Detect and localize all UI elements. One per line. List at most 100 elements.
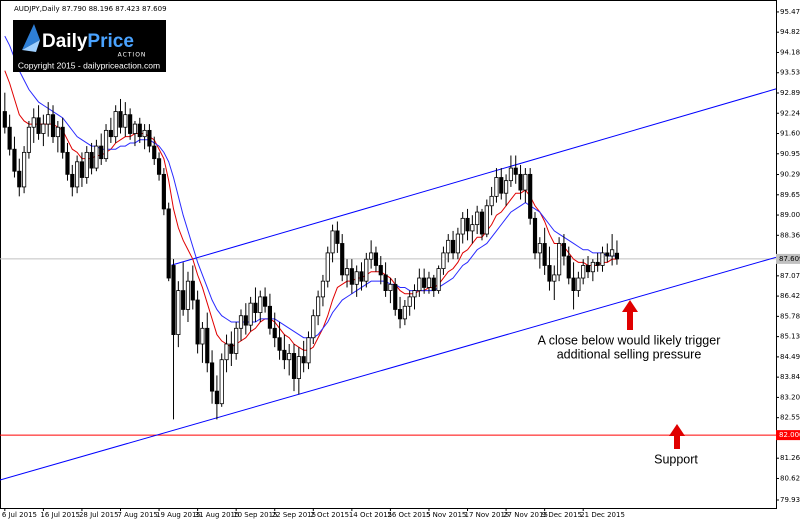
y-tick-label: 95.470 (780, 8, 800, 16)
candle-body (296, 356, 301, 379)
candle-body (2, 111, 7, 128)
candle-body (89, 151, 94, 169)
candle-body (248, 302, 253, 326)
candle-body (494, 177, 499, 197)
candle-body (359, 271, 364, 282)
x-tick-label: 27 Nov 2015 (503, 511, 548, 519)
annotation: additional selling pressure (557, 347, 702, 361)
y-tick-label: 87.070 (780, 272, 800, 280)
x-tick-label: 6 Jul 2015 (2, 511, 37, 519)
candle-body (306, 337, 311, 364)
candle-body (499, 177, 504, 194)
support-label: 82.000 (779, 431, 800, 439)
candle-body (224, 343, 229, 361)
y-tick-label: 79.935 (780, 496, 800, 504)
candle-body (523, 173, 528, 191)
candle-body (118, 111, 123, 128)
x-tick-label: 22 Sep 2015 (272, 511, 316, 519)
candle-body (316, 296, 321, 317)
logo-icon (22, 24, 40, 50)
candle-body (340, 243, 345, 276)
candle-body (219, 359, 224, 405)
candle-body (142, 129, 147, 138)
y-tick-label: 88.360 (780, 231, 800, 239)
candle-body (518, 173, 523, 191)
candle-body (614, 252, 620, 260)
candle-body (137, 123, 142, 138)
y-tick-label: 89.650 (780, 191, 800, 199)
candle-body (407, 296, 412, 307)
x-tick-label: 28 Jul 2015 (79, 511, 119, 519)
candle-body (547, 265, 552, 282)
y-tick-label: 80.620 (780, 474, 800, 482)
candle-body (253, 302, 258, 313)
candle-body (190, 280, 195, 301)
y-tick-label: 89.005 (780, 211, 800, 219)
candle-body (108, 129, 113, 138)
candle-body (397, 309, 403, 320)
candle-body (571, 277, 576, 291)
logo-box (13, 20, 166, 72)
candle-body (552, 274, 557, 282)
price-label: 87.609 (779, 255, 800, 263)
candle-body (479, 211, 485, 235)
candle-body (41, 123, 46, 134)
x-tick-label: 16 Jul 2015 (40, 511, 80, 519)
candle-body (465, 217, 470, 232)
x-tick-label: 31 Aug 2015 (195, 511, 240, 519)
candle-body (537, 243, 542, 254)
x-tick-label: 7 Aug 2015 (117, 511, 157, 519)
y-tick-label: 81.265 (780, 454, 800, 462)
candle-body (301, 356, 306, 364)
candle-body (364, 258, 369, 282)
support-label-box (776, 430, 800, 441)
candle-body (431, 277, 436, 291)
candle-body (330, 230, 335, 254)
candle-body (234, 327, 239, 354)
marks (0, 11, 779, 511)
candle-body (426, 277, 432, 288)
candle-body (402, 305, 407, 320)
candle-body (209, 362, 215, 392)
logo-word-2: Price (87, 31, 133, 52)
candle-body (576, 277, 581, 291)
candle-body (595, 261, 600, 266)
candle-body (605, 252, 610, 257)
price-label-box (776, 253, 800, 264)
candle-body (50, 114, 56, 138)
candle-body (171, 265, 176, 335)
candle-body (344, 268, 350, 276)
candle-body (373, 252, 379, 266)
candle-body (200, 327, 205, 345)
candle-body (103, 129, 109, 160)
candle-body (243, 315, 248, 326)
candle-body (185, 280, 191, 310)
candle-body (258, 296, 263, 313)
candle-body (335, 230, 340, 244)
logo-icon (22, 40, 40, 52)
y-tick-label: 83.200 (780, 393, 800, 401)
y-tick-label: 91.600 (780, 130, 800, 138)
x-tick-label: 21 Dec 2015 (580, 511, 625, 519)
y-tick-label: 94.180 (780, 48, 800, 56)
candle-body (581, 265, 586, 279)
candle-body (60, 126, 65, 153)
candle-body (393, 283, 398, 310)
candle-body (561, 243, 567, 257)
candle-body (65, 151, 70, 175)
y-tick-label: 90.955 (780, 150, 800, 158)
candle-body (566, 255, 571, 279)
candle-body (470, 224, 475, 232)
candle-body (26, 126, 32, 153)
arrow (622, 300, 638, 330)
candle-body (79, 161, 85, 178)
candle-body (532, 217, 538, 254)
candle-body (176, 290, 181, 335)
x-tick-label: 2 Oct 2015 (310, 511, 349, 519)
x-tick-label: 5 Nov 2015 (426, 511, 466, 519)
candle-body (378, 265, 383, 276)
candle-body (156, 158, 162, 175)
candle-body (84, 151, 89, 178)
candle-body (489, 195, 494, 207)
